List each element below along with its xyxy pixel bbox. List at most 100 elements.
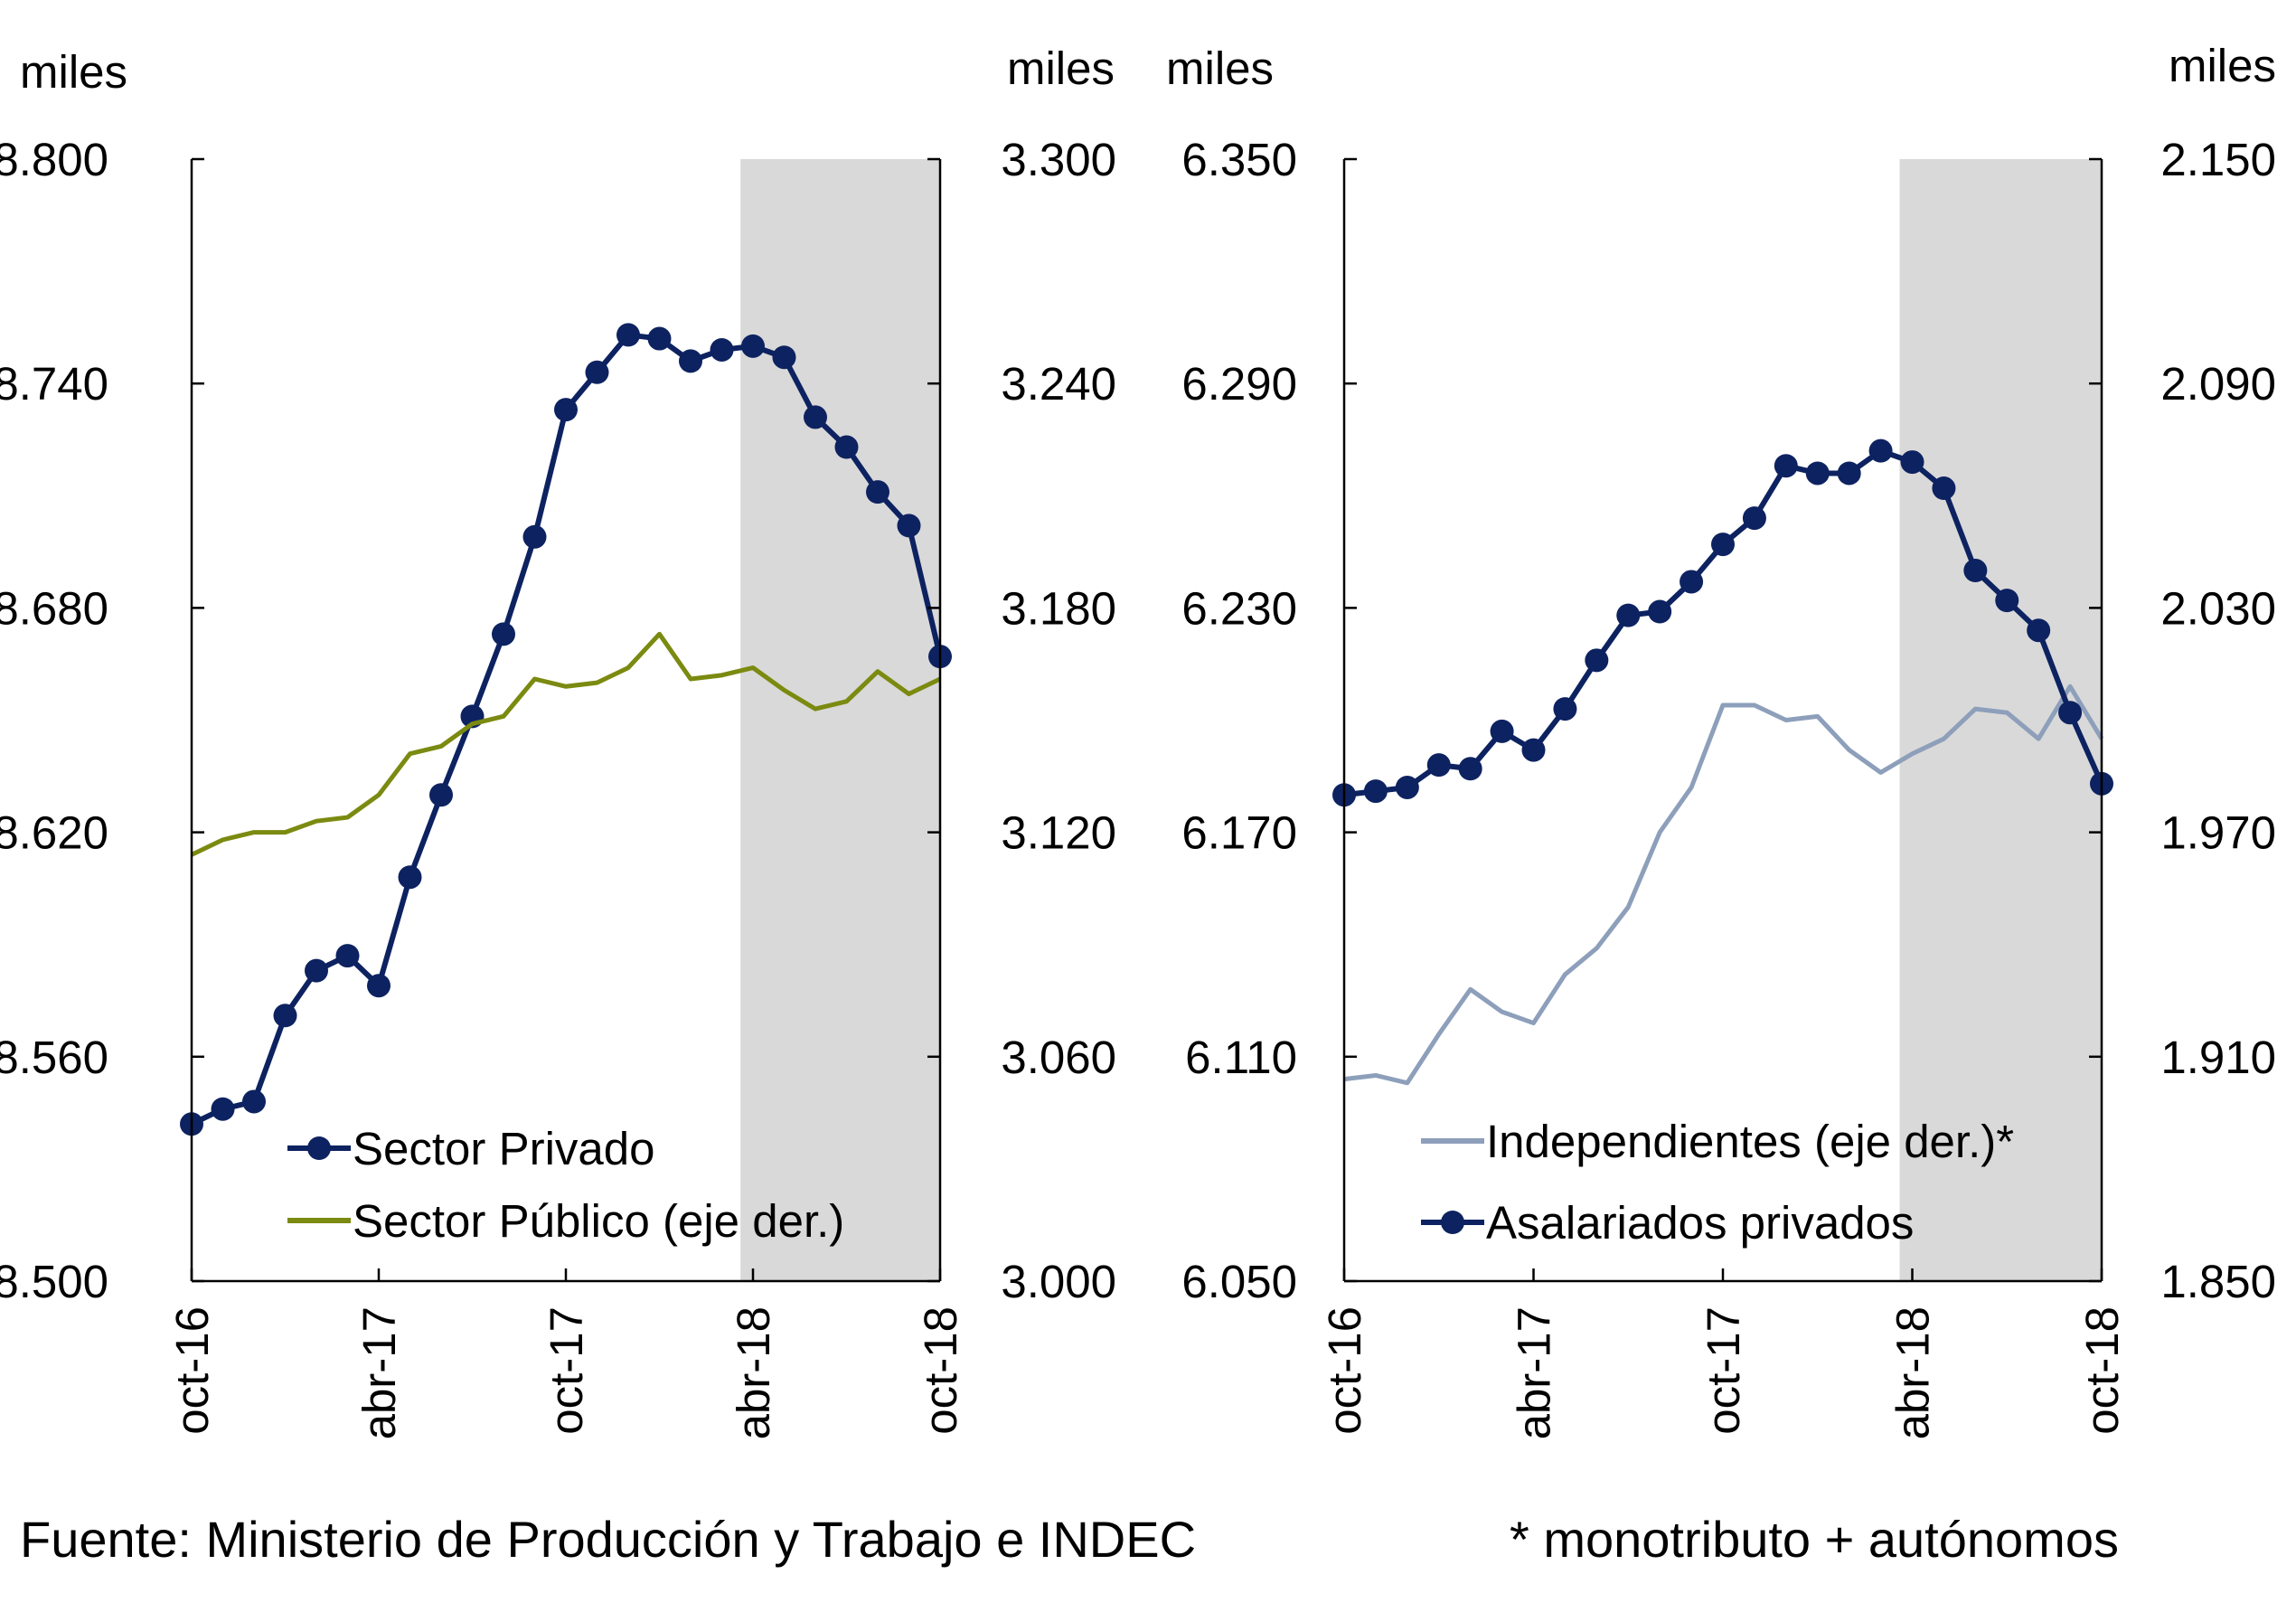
left-chart-panel: 8.500 8.560 8.620 8.680 8.740 8.800 3.000 3.060… xyxy=(0,42,1116,1439)
series-sector-privado-point xyxy=(804,405,827,429)
series-asalariados-privados-point xyxy=(1585,648,1609,673)
right-y-tick-label: 6.290 xyxy=(1181,358,1297,410)
right-series-lines xyxy=(1332,438,2113,1086)
series-sector-privado-point xyxy=(897,514,921,538)
right-x-tick-label: abr-17 xyxy=(1509,1306,1560,1439)
left-y-tick-label: 8.620 xyxy=(0,807,108,859)
series-sector-privado-point xyxy=(834,435,859,459)
series-asalariados-privados-point xyxy=(1868,438,1893,463)
legend-sector-publico: Sector Público (eje der.) xyxy=(353,1195,844,1247)
series-sector-privado-point xyxy=(492,622,515,646)
right-y-tick-label: 6.230 xyxy=(1181,582,1297,634)
series-asalariados-privados-point xyxy=(1774,454,1798,478)
series-asalariados-privados-point xyxy=(1900,450,1924,475)
series-asalariados-privados-point xyxy=(2027,618,2051,643)
series-asalariados-privados-point xyxy=(1458,757,1482,781)
series-sector-privado-point xyxy=(616,323,640,347)
right-chart-panel: 6.050 6.110 6.170 6.230 6.290 6.350 1.850 1.910… xyxy=(1166,40,2276,1439)
left-y2-tick-label: 3.060 xyxy=(1001,1032,1116,1083)
series-sector-privado-point xyxy=(585,360,609,384)
right-x-tick-label: oct-16 xyxy=(1319,1306,1370,1435)
series-sector-privado-point xyxy=(273,1004,297,1028)
series-sector-privado-point xyxy=(772,345,796,370)
right-y-tick-label: 6.170 xyxy=(1181,807,1297,859)
legend-asalariados-marker xyxy=(1441,1211,1464,1234)
right-y-tick-label: 6.050 xyxy=(1181,1256,1297,1307)
series-sector-privado-point xyxy=(211,1097,235,1121)
series-asalariados-privados-point xyxy=(1837,461,1861,485)
left-series-lines xyxy=(180,323,952,1136)
right-y2-unit-label: miles xyxy=(2169,40,2276,91)
left-ticks: 8.500 8.560 8.620 8.680 8.740 8.800 3.000 3.060… xyxy=(0,134,1116,1439)
legend-asalariados: Asalariados privados xyxy=(1486,1197,1914,1249)
left-y-tick-label: 8.500 xyxy=(0,1256,108,1307)
footnote: * monotributo + autónomos xyxy=(1510,1511,2119,1568)
right-y-tick-label: 6.350 xyxy=(1181,134,1297,185)
left-y2-tick-label: 3.300 xyxy=(1001,134,1116,185)
right-y2-tick-label: 1.910 xyxy=(2160,1032,2276,1083)
series-sector-privado-point xyxy=(522,524,547,549)
series-asalariados-privados-point xyxy=(1995,589,2019,613)
series-asalariados-privados-point xyxy=(1426,753,1451,778)
right-x-tick-label: abr-18 xyxy=(1887,1306,1939,1439)
source-note: Fuente: Ministerio de Producción y Traba… xyxy=(20,1511,1196,1568)
left-y2-tick-label: 3.000 xyxy=(1001,1256,1116,1307)
right-ticks: 6.050 6.110 6.170 6.230 6.290 6.350 1.850 1.910… xyxy=(1181,134,2276,1439)
series-sector-privado-point xyxy=(305,958,328,983)
left-y2-tick-label: 3.180 xyxy=(1001,582,1116,634)
left-y-unit-label: miles xyxy=(20,46,127,98)
series-asalariados-privados-point xyxy=(1553,697,1577,721)
right-x-tick-label: oct-17 xyxy=(1698,1306,1749,1435)
series-sector-privado-point xyxy=(679,349,702,373)
left-y2-unit-label: miles xyxy=(1007,42,1115,94)
series-asalariados-privados-point xyxy=(1963,559,1988,583)
left-x-tick-label: oct-17 xyxy=(541,1306,592,1435)
series-sector-privado-point xyxy=(554,398,578,422)
right-y2-tick-label: 2.030 xyxy=(2160,582,2276,634)
series-sector-privado-point xyxy=(398,865,422,890)
series-asalariados-privados-point xyxy=(1805,461,1830,485)
right-legend: Independientes (eje der.)* Asalariados p… xyxy=(1421,1116,2014,1249)
series-asalariados-privados-point xyxy=(1648,599,1672,624)
left-y2-tick-label: 3.240 xyxy=(1001,358,1116,410)
left-legend: Sector Privado Sector Público (eje der.) xyxy=(287,1123,844,1247)
series-asalariados-privados-point xyxy=(1490,719,1514,743)
left-x-tick-label: abr-18 xyxy=(728,1306,779,1439)
series-sector-privado-point xyxy=(367,974,391,998)
series-sector-privado-point xyxy=(335,944,360,968)
series-asalariados-privados-point xyxy=(2058,701,2083,725)
series-asalariados-privados-point xyxy=(1395,775,1419,799)
series-sector-privado-point xyxy=(242,1089,266,1114)
series-asalariados-privados-point xyxy=(1680,570,1704,594)
left-y-tick-label: 8.800 xyxy=(0,134,108,185)
series-asalariados-privados-point xyxy=(1932,476,1956,501)
left-x-tick-label: oct-16 xyxy=(166,1306,218,1435)
right-y2-tick-label: 2.090 xyxy=(2160,358,2276,410)
left-x-tick-label: oct-18 xyxy=(915,1306,966,1435)
left-y-tick-label: 8.560 xyxy=(0,1032,108,1083)
legend-sector-privado-marker xyxy=(307,1136,331,1160)
series-independientes-eje-der-line xyxy=(1343,683,2104,1086)
right-x-tick-label: oct-18 xyxy=(2076,1306,2128,1435)
right-y2-tick-label: 2.150 xyxy=(2160,134,2276,185)
series-sector-privado-point xyxy=(710,337,734,362)
series-asalariados-privados-point xyxy=(1521,738,1546,762)
legend-independientes: Independientes (eje der.)* xyxy=(1486,1116,2014,1167)
left-y2-tick-label: 3.120 xyxy=(1001,807,1116,859)
series-sector-privado-point xyxy=(647,326,672,351)
series-sector-p-blico-eje-der-line xyxy=(190,631,942,857)
series-asalariados-privados-point xyxy=(1742,506,1766,531)
left-y-tick-label: 8.740 xyxy=(0,358,108,410)
series-sector-privado-point xyxy=(741,334,765,358)
left-shaded-region xyxy=(740,159,940,1281)
series-asalariados-privados-point xyxy=(1616,603,1641,627)
left-y-tick-label: 8.680 xyxy=(0,582,108,634)
series-asalariados-privados-point xyxy=(1363,779,1388,804)
right-y2-tick-label: 1.850 xyxy=(2160,1256,2276,1307)
right-y-tick-label: 6.110 xyxy=(1185,1032,1297,1083)
right-y-unit-label: miles xyxy=(1166,42,1274,94)
series-sector-privado-point xyxy=(429,783,453,807)
series-sector-privado-point xyxy=(866,480,889,504)
left-x-tick-label: abr-17 xyxy=(353,1306,405,1439)
